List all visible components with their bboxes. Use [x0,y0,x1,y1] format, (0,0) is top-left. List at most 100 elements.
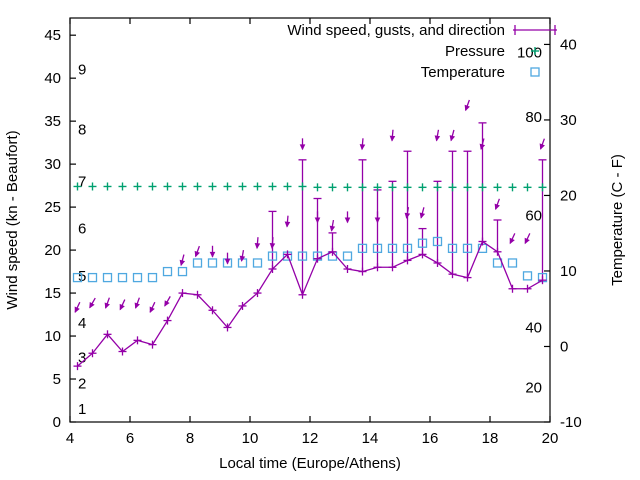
wind-direction-arrow [224,252,231,265]
wind-direction-arrow [284,215,291,228]
wind-direction-arrow [494,198,500,211]
pressure-marker [448,183,457,192]
temperature-marker [132,272,143,283]
pressure-marker [163,182,172,191]
pressure-marker [118,182,127,191]
pressure-marker [433,183,442,192]
temperature-marker [342,251,353,261]
pressure-marker [238,182,247,191]
gust-bars [268,122,547,295]
x-tick-label: 12 [302,430,319,447]
beaufort-label: 4 [78,315,86,332]
pressure-series [73,182,547,192]
beaufort-scale-labels: 1 2 3 4 5 6 7 8 9 [78,62,86,419]
temperature-marker [432,236,443,247]
pressure-marker [223,182,232,191]
wind-speed-marker [163,316,172,325]
pressure-marker [418,183,427,192]
wind-direction-arrow [149,301,156,313]
wind-direction-arrow [134,297,140,309]
legend-label: Wind speed, gusts, and direction [287,22,505,39]
pressure-marker [283,182,292,191]
pressure-marker [133,182,142,191]
pressure-marker [178,182,187,191]
fahrenheit-label: 80 [525,109,542,126]
wind-speed-series [73,237,547,371]
wind-direction-arrow [239,250,246,262]
wind-direction-arrow [464,99,470,112]
wind-speed-marker [208,306,217,315]
y-tick-label-left: 45 [44,27,61,44]
wind-speed-marker [448,270,457,279]
temperature-marker [402,243,413,254]
x-axis-ticks: 4 6 8 10 12 14 16 18 20 [66,18,558,447]
wind-direction-arrow [374,211,381,224]
wind-speed-marker [298,290,307,299]
wind-direction-arrow [314,211,321,224]
wind-speed-marker [343,264,352,273]
pressure-marker [373,183,382,192]
wind-speed-marker [148,340,157,349]
temperature-marker [87,272,98,283]
wind-direction-arrow [509,233,516,245]
legend-marker [531,47,539,55]
wind-speed-marker [133,336,142,345]
y-axis-title-left: Wind speed (kn - Beaufort) [4,130,21,309]
temperature-marker [102,272,113,283]
temperature-marker [72,272,83,283]
y-tick-label-left: 20 [44,242,61,259]
wind-direction-arrow [269,237,276,250]
wind-speed-marker [223,323,232,332]
wind-speed-marker [418,250,427,259]
pressure-marker [478,183,487,192]
x-tick-label: 6 [126,430,134,447]
temperature-marker [252,258,263,268]
y-tick-label-right: 0 [560,338,568,355]
wind-direction-arrow [539,138,545,150]
x-tick-label: 16 [422,430,439,447]
wind-speed-marker [403,256,412,265]
y-tick-label-right: 40 [560,36,577,53]
y-tick-label-left: 10 [44,328,61,345]
temperature-marker [357,243,368,254]
y-tick-label-left: 5 [53,371,61,388]
temperature-marker [387,243,398,254]
pressure-marker [268,182,277,191]
pressure-marker [523,183,532,192]
legend-label: Pressure [445,43,505,60]
wind-direction-arrows [74,99,545,313]
wind-speed-marker [538,276,547,285]
temperature-marker [297,251,308,261]
temperature-marker [417,238,428,248]
wind-direction-arrow [434,129,441,142]
wind-direction-arrow [419,207,426,219]
temperature-marker [177,266,188,277]
wind-speed-marker [478,237,487,246]
pressure-marker [298,182,307,191]
wind-direction-arrow [119,299,126,311]
wind-speed-marker [358,267,367,276]
x-axis-title: Local time (Europe/Athens) [219,455,401,472]
pressure-marker [328,183,337,192]
y-axis-right-ticks: -10 0 10 20 30 40 [544,36,582,431]
temperature-marker [462,243,473,254]
pressure-marker [538,183,547,192]
wind-speed-marker [118,347,127,356]
pressure-marker [148,182,157,191]
y-tick-label-right: 10 [560,263,577,280]
temperature-marker [162,266,173,277]
wind-speed-marker [88,349,97,358]
wind-direction-arrow [299,138,306,151]
temperature-marker [447,243,458,254]
y-tick-label-left: 25 [44,199,61,216]
wind-speed-marker [178,289,187,298]
wind-speed-marker [313,254,322,263]
wind-speed-line [77,240,543,367]
wind-direction-arrow [74,301,81,313]
beaufort-label: 3 [78,350,86,367]
x-tick-label: 8 [186,430,194,447]
pressure-marker [193,182,202,191]
wind-direction-arrow [329,219,336,232]
legend-marker [530,67,540,77]
